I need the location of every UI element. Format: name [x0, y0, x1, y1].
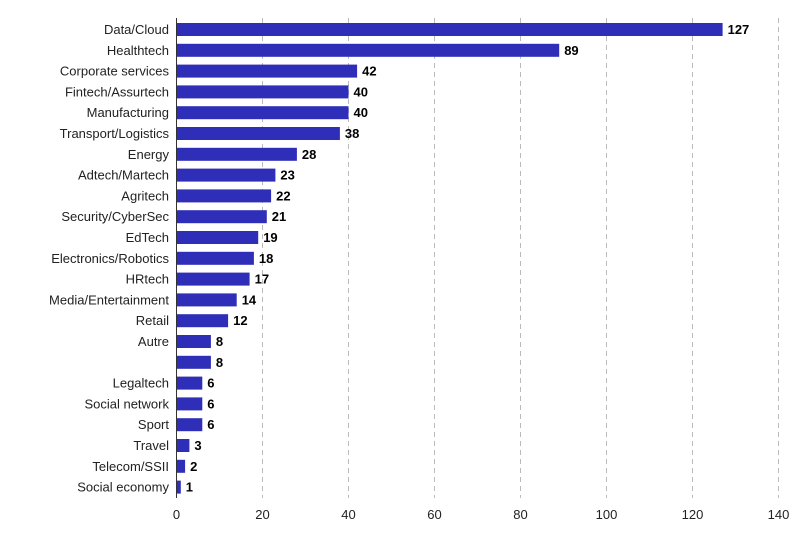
value-label: 19: [263, 230, 277, 245]
value-label: 21: [272, 209, 286, 224]
category-label: Social economy: [77, 480, 169, 495]
x-tick-label: 60: [427, 507, 441, 522]
bar: [176, 376, 203, 390]
category-label: Legaltech: [113, 376, 169, 391]
category-label: Social network: [84, 396, 169, 411]
bar: [176, 293, 237, 307]
category-label: Telecom/SSII: [92, 459, 169, 474]
bar: [176, 189, 272, 203]
value-label: 42: [362, 64, 376, 79]
value-label: 22: [276, 188, 290, 203]
bar: [176, 480, 181, 494]
value-label: 1: [186, 480, 193, 495]
value-label: 28: [302, 147, 316, 162]
bar: [176, 355, 211, 369]
bar: [176, 251, 254, 265]
bar: [176, 418, 203, 432]
value-label: 2: [190, 459, 197, 474]
bar: [176, 23, 723, 36]
category-label: Corporate services: [60, 64, 170, 79]
value-label: 40: [354, 105, 368, 120]
value-label: 14: [242, 292, 257, 307]
x-tick-label: 140: [768, 507, 790, 522]
value-label: 12: [233, 313, 247, 328]
gridlines: [262, 18, 779, 498]
category-label: Adtech/Martech: [78, 168, 169, 183]
category-label: Energy: [128, 147, 170, 162]
bar: [176, 314, 229, 328]
bar: [176, 85, 349, 99]
x-tick-label: 120: [682, 507, 704, 522]
bar: [176, 127, 340, 140]
category-label: HRtech: [126, 272, 169, 287]
bar: [176, 335, 211, 348]
value-label: 89: [564, 43, 578, 58]
bar: [176, 210, 267, 224]
category-label: Security/CyberSec: [61, 209, 169, 224]
category-label: Fintech/Assurtech: [65, 84, 169, 99]
x-tick-label: 40: [341, 507, 355, 522]
category-label: Autre: [138, 334, 169, 349]
value-label: 127: [728, 22, 750, 37]
category-label: Data/Cloud: [104, 22, 169, 37]
value-label: 8: [216, 355, 223, 370]
category-label: Manufacturing: [87, 105, 169, 120]
bar: [176, 168, 276, 182]
bar: [176, 397, 203, 411]
category-label: EdTech: [126, 230, 169, 245]
value-label: 40: [354, 84, 368, 99]
bar: [176, 106, 349, 120]
x-tick-label: 100: [596, 507, 618, 522]
bar: [176, 231, 259, 244]
value-label: 23: [280, 168, 294, 183]
category-label: Sport: [138, 417, 169, 432]
category-label: Healthtech: [107, 43, 169, 58]
category-label: Agritech: [121, 188, 169, 203]
value-label: 17: [255, 272, 269, 287]
category-label: Retail: [136, 313, 169, 328]
value-label: 38: [345, 126, 359, 141]
value-label: 3: [194, 438, 201, 453]
category-label: Electronics/Robotics: [51, 251, 169, 266]
bar: [176, 459, 186, 473]
value-label: 6: [207, 417, 214, 432]
value-label: 18: [259, 251, 273, 266]
bar: [176, 439, 190, 452]
category-label: Transport/Logistics: [60, 126, 170, 141]
category-label: Travel: [133, 438, 169, 453]
x-axis-ticks: 0 20 40 60 80 100 120 140: [173, 507, 789, 522]
value-label: 6: [207, 396, 214, 411]
x-tick-label: 20: [255, 507, 269, 522]
category-labels: Data/Cloud Healthtech Corporate services Fi…: [49, 22, 169, 495]
category-label: Media/Entertainment: [49, 292, 169, 307]
value-label: 8: [216, 334, 223, 349]
bar: [176, 147, 297, 161]
x-tick-label: 0: [173, 507, 180, 522]
bar: [176, 64, 358, 78]
bars: [176, 23, 723, 494]
x-tick-label: 80: [513, 507, 527, 522]
bar: [176, 43, 560, 57]
bar: [176, 272, 250, 286]
value-label: 6: [207, 376, 214, 391]
